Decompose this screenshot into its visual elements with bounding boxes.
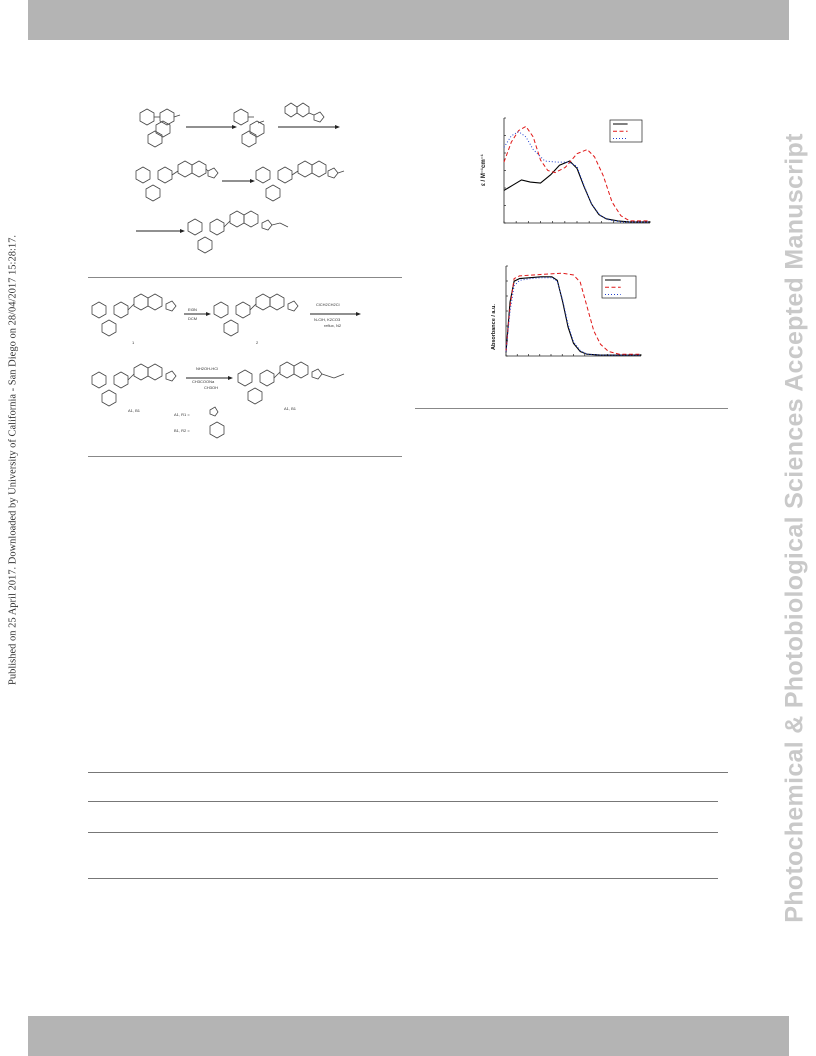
- publication-note: Published on 25 April 2017. Downloaded b…: [7, 234, 19, 686]
- molecule-1b: [233, 108, 265, 148]
- compound-2-label: 2: [256, 340, 259, 345]
- compound-2: [213, 293, 299, 337]
- chart-bottom-ylabel: Absorbance / a.u.: [491, 304, 497, 350]
- reagent-step-2c: reflux, N2: [324, 323, 342, 328]
- header-band: [28, 0, 789, 40]
- chart-absorbance: Absorbance / a.u.: [491, 265, 642, 357]
- table-bottom-rule: [88, 878, 718, 879]
- arrow-step-2: [310, 312, 361, 316]
- reagent-step-1: Et3N: [188, 307, 197, 312]
- reagent-step-3: NH2OH-HCl: [196, 366, 218, 371]
- arrow-step-1: [184, 312, 211, 316]
- scheme-2-top-rule: [88, 277, 402, 278]
- chart-top-ylabel: ε / M⁻¹cm⁻¹: [480, 154, 487, 186]
- chart-top-series-dashed: [503, 125, 650, 222]
- compound-A-label: A1, B1: [128, 408, 141, 413]
- scheme-2: 1 Et3N DCM 2 ClCH2CH2Cl N-ClH, K2CO3 ref…: [91, 293, 361, 439]
- arrow-4: [136, 229, 185, 233]
- molecule-3: [187, 210, 289, 254]
- arrow-3: [222, 179, 255, 183]
- molecule-1a: [139, 108, 181, 148]
- reagent-step-1b: DCM: [188, 316, 197, 321]
- figure-right-rule: [415, 408, 728, 409]
- compound-1: [91, 293, 177, 337]
- journal-watermark: Photochemical & Photobiological Sciences…: [780, 133, 809, 923]
- reagent-step-2: ClCH2CH2Cl: [316, 302, 340, 307]
- compound-1-label: 1: [132, 340, 135, 345]
- molecule-2b: [255, 160, 345, 202]
- scheme-2-bottom-rule: [88, 456, 402, 457]
- compound-A: [91, 363, 177, 407]
- table-mid-rule: [88, 832, 718, 833]
- table-top-rule: [88, 772, 728, 773]
- table-header-rule: [88, 801, 718, 802]
- substituent-1: A1, R1 =: [174, 412, 190, 417]
- chart-molar-absorptivity: ε / M⁻¹cm⁻¹: [480, 117, 651, 224]
- compound-B: [237, 361, 345, 405]
- molecule-2a: [135, 160, 219, 202]
- arrow-1: [186, 125, 237, 129]
- compound-B-label: A1, B1: [284, 406, 297, 411]
- reagent-1: [284, 102, 325, 123]
- chart-top-series-dotted: [503, 131, 650, 223]
- chart-top-series-solid: [503, 160, 650, 223]
- substituent-2: B1, R2 =: [174, 428, 190, 433]
- arrow-step-3: [186, 376, 233, 380]
- reagent-step-2b: N-ClH, K2CO3: [314, 317, 341, 322]
- arrow-2: [278, 125, 340, 129]
- reagent-step-3c: CH3OH: [204, 385, 218, 390]
- footer-band: [28, 1016, 789, 1056]
- chart-bottom-series-dashed: [505, 272, 641, 355]
- reagent-step-3b: CH3COONa: [192, 379, 215, 384]
- chart-bottom-series-solid: [505, 276, 641, 356]
- scheme-1: [135, 102, 345, 254]
